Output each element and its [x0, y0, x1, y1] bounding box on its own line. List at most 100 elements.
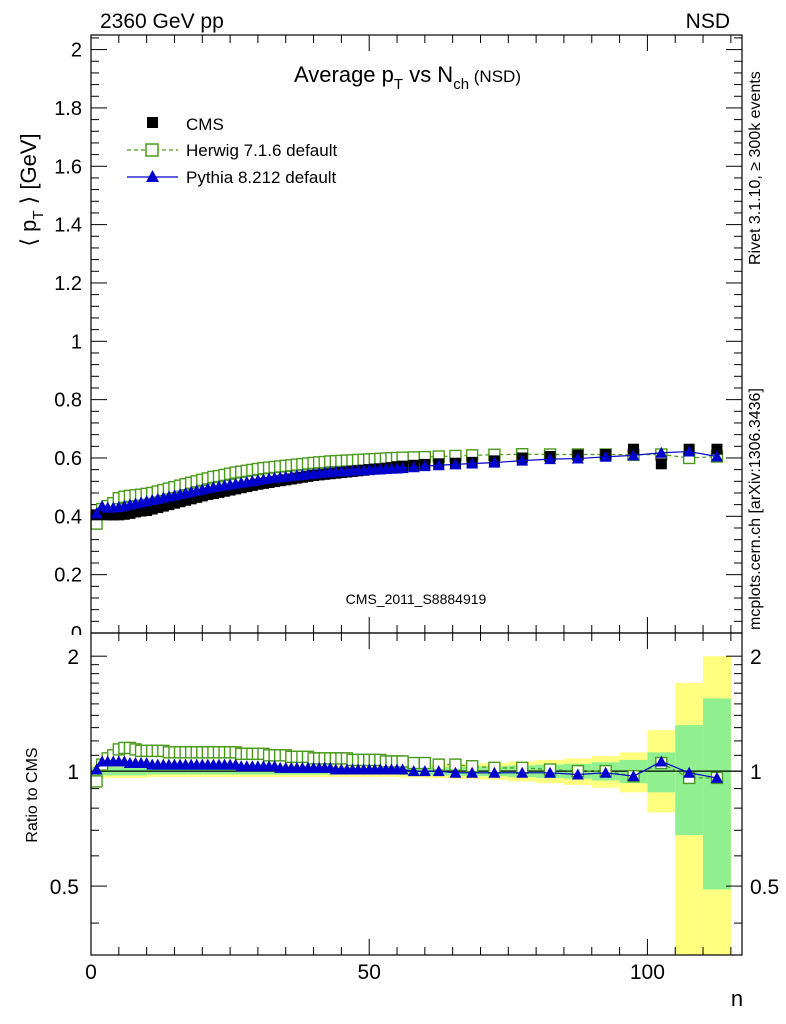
ratio-y-tick-label-left: 2: [67, 646, 79, 669]
pythia-point: [544, 453, 557, 465]
cms-point: [118, 508, 130, 520]
main-y-tick-label: 1.4: [54, 215, 82, 237]
ratio-plot-frame: [90, 632, 743, 956]
main-y-tick-label: 1.8: [54, 98, 82, 120]
pythia-point: [90, 507, 103, 519]
analysis-watermark: CMS_2011_S8884919: [346, 591, 487, 607]
x-tick-label: 0: [85, 961, 97, 984]
pythia-point: [449, 458, 462, 470]
cms-point: [168, 497, 180, 509]
pythia-ratio-point: [516, 766, 529, 778]
cms-point: [157, 500, 169, 512]
legend-pythia-marker: [146, 170, 159, 182]
cms-point: [185, 493, 197, 505]
pythia-point: [599, 450, 612, 462]
main-y-ticks: 0.2 0.4 0.6 0.8 1 1.2 1.4 1.6 1.8 2 0: [54, 37, 742, 645]
cms-point: [207, 488, 219, 500]
pythia-ratio-point: [432, 765, 445, 777]
main-y-tick-label: 0.2: [54, 565, 82, 587]
pythia-ratio-point: [655, 755, 668, 767]
pythia-point: [655, 446, 668, 458]
pythia-point: [466, 457, 479, 469]
cms-point: [196, 490, 208, 502]
pythia-ratio-point: [710, 771, 723, 783]
pythia-point: [488, 456, 501, 468]
cms-point: [135, 505, 147, 517]
cms-point: [655, 458, 667, 470]
cms-point: [113, 509, 125, 521]
cms-point: [213, 486, 225, 498]
herwig-ratio-point: [90, 775, 103, 788]
pythia-point: [710, 450, 723, 462]
main-y-tick-label: 1.6: [54, 156, 82, 178]
ratio-series: [90, 741, 724, 788]
pythia-ratio-point: [571, 768, 584, 780]
main-y-axis-label: ⟨ pT ⟩ [GeV]: [16, 133, 47, 246]
title-part-b: vs N: [403, 62, 453, 87]
main-y-tick-label: 2: [71, 40, 82, 62]
title-part-c: (NSD): [469, 67, 521, 86]
cms-point: [102, 509, 114, 521]
pythia-ratio-point: [407, 765, 420, 777]
cms-point: [141, 504, 153, 516]
x-axis-ticks: 0 50 100: [85, 35, 732, 984]
process-label: NSD: [686, 10, 730, 33]
main-y-tick-label-zero: 0: [71, 623, 82, 645]
title-sub-a: T: [394, 76, 403, 93]
pythia-ratio-point: [418, 765, 431, 777]
pythia-point: [432, 459, 445, 471]
pythia-point: [418, 460, 431, 472]
pythia-ratio-point: [466, 766, 479, 778]
pythia-ratio-point: [599, 766, 612, 778]
cms-point: [191, 491, 203, 503]
pythia-ratio-point: [396, 763, 409, 775]
legend-cms-label: CMS: [186, 115, 224, 134]
main-y-tick-label: 1.2: [54, 273, 82, 295]
mcplots-label: mcplots.cern.ch [arXiv:1306.3436]: [747, 388, 764, 630]
cms-point: [96, 507, 108, 519]
cms-point: [124, 507, 136, 519]
cms-point: [107, 509, 119, 521]
pythia-point: [571, 452, 584, 464]
ratio-y-tick-label-left: 0.5: [50, 876, 79, 899]
x-tick-label: 50: [358, 961, 381, 984]
legend-herwig-marker: [145, 143, 159, 157]
pythia-ratio-point: [449, 766, 462, 778]
pythia-ratio-point: [544, 766, 557, 778]
cms-point: [174, 496, 186, 508]
main-y-tick-label: 0.4: [54, 506, 82, 528]
ratio-y-tick-label-right: 2: [750, 646, 762, 669]
ratio-y-tick-label-right: 0.5: [750, 876, 779, 899]
main-y-tick-label: 0.8: [54, 390, 82, 412]
pythia-ratio-point: [627, 770, 640, 782]
ratio-y-axis-label: Ratio to CMS: [24, 747, 41, 842]
cms-point: [180, 494, 192, 506]
ylabel-sub: T: [30, 210, 47, 219]
pythia-point: [627, 449, 640, 461]
main-y-tick-label: 1: [71, 331, 82, 353]
pythia-ratio-point: [90, 763, 103, 775]
cms-point: [628, 443, 639, 455]
legend: CMS Herwig 7.1.6 default Pythia 8.212 de…: [127, 115, 337, 187]
pythia-ratio-point: [683, 766, 696, 778]
ratio-band-green: [703, 698, 731, 890]
rivet-label: Rivet 3.1.10, ≥ 300k events: [747, 71, 764, 265]
ylabel-open: ⟨ p: [16, 220, 41, 247]
cms-point: [130, 506, 142, 518]
ratio-uncertainty-bands: [91, 656, 742, 955]
cms-point: [152, 502, 164, 514]
pythia-point: [407, 461, 420, 473]
main-y-tick-label: 0.6: [54, 448, 82, 470]
title-part-a: Average p: [294, 62, 394, 87]
pythia-ratio-point: [488, 766, 501, 778]
energy-label: 2360 GeV pp: [100, 10, 224, 33]
x-tick-label: 100: [630, 961, 665, 984]
pythia-point: [516, 454, 529, 466]
cms-point: [163, 499, 175, 511]
legend-herwig-label: Herwig 7.1.6 default: [186, 141, 337, 160]
main-series: [90, 443, 724, 530]
ratio-y-ticks: 0.5 0.5 1 1 2 2: [50, 646, 779, 924]
cms-point: [146, 503, 158, 515]
pythia-point: [683, 445, 696, 457]
